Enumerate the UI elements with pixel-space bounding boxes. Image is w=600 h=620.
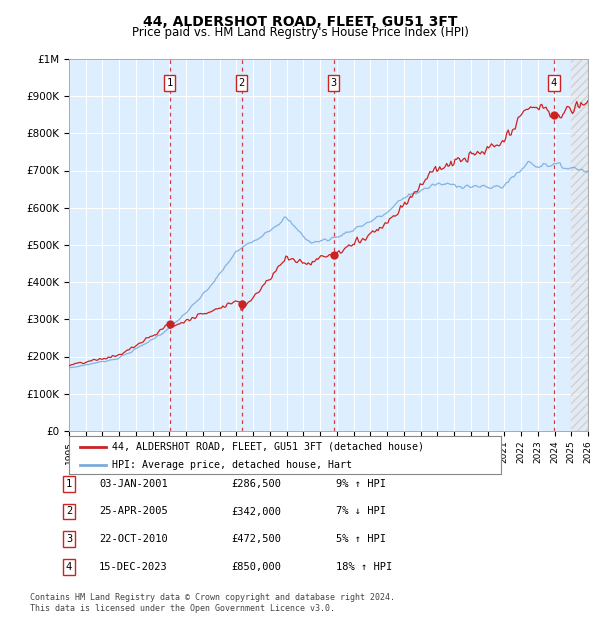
Text: 4: 4 (66, 562, 72, 572)
Text: £472,500: £472,500 (231, 534, 281, 544)
Text: 7% ↓ HPI: 7% ↓ HPI (336, 507, 386, 516)
Text: 3: 3 (331, 78, 337, 88)
Text: 44, ALDERSHOT ROAD, FLEET, GU51 3FT (detached house): 44, ALDERSHOT ROAD, FLEET, GU51 3FT (det… (112, 441, 424, 451)
Text: HPI: Average price, detached house, Hart: HPI: Average price, detached house, Hart (112, 459, 352, 470)
Text: 03-JAN-2001: 03-JAN-2001 (99, 479, 168, 489)
Text: 5% ↑ HPI: 5% ↑ HPI (336, 534, 386, 544)
Text: 9% ↑ HPI: 9% ↑ HPI (336, 479, 386, 489)
Text: £850,000: £850,000 (231, 562, 281, 572)
Text: 3: 3 (66, 534, 72, 544)
Text: 44, ALDERSHOT ROAD, FLEET, GU51 3FT: 44, ALDERSHOT ROAD, FLEET, GU51 3FT (143, 15, 457, 29)
Text: 25-APR-2005: 25-APR-2005 (99, 507, 168, 516)
Text: £286,500: £286,500 (231, 479, 281, 489)
Text: 15-DEC-2023: 15-DEC-2023 (99, 562, 168, 572)
Text: 1: 1 (66, 479, 72, 489)
Text: 2: 2 (66, 507, 72, 516)
Text: 2: 2 (238, 78, 245, 88)
Text: Contains HM Land Registry data © Crown copyright and database right 2024.
This d: Contains HM Land Registry data © Crown c… (30, 593, 395, 613)
Text: 4: 4 (551, 78, 557, 88)
Text: 22-OCT-2010: 22-OCT-2010 (99, 534, 168, 544)
Text: Price paid vs. HM Land Registry's House Price Index (HPI): Price paid vs. HM Land Registry's House … (131, 26, 469, 38)
Text: 1: 1 (166, 78, 173, 88)
Text: £342,000: £342,000 (231, 507, 281, 516)
Bar (571, 59, 588, 431)
Text: 18% ↑ HPI: 18% ↑ HPI (336, 562, 392, 572)
